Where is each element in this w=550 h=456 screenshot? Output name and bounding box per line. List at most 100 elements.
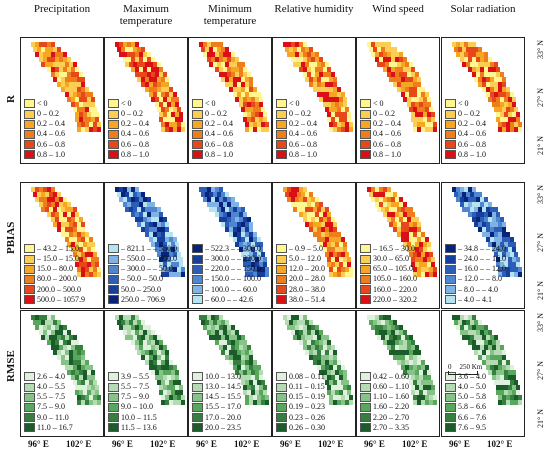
grid-cell [167,117,171,122]
grid-cell [119,197,123,202]
grid-cell [413,252,417,257]
grid-cell [389,335,393,340]
grid-cell [89,365,93,370]
grid-cell [413,267,417,272]
grid-cell [51,42,55,47]
grid-cell [291,57,295,62]
grid-cell [490,360,494,365]
grid-cell [490,62,494,67]
grid-cell [167,375,171,380]
grid-cell [213,192,217,197]
grid-cell [303,217,307,222]
grid-cell [237,82,241,87]
legend-swatch [108,119,119,129]
grid-cell [167,370,171,375]
grid-cell [508,390,512,395]
grid-cell [225,350,229,355]
grid-cell [211,52,215,57]
grid-cell [83,375,87,380]
grid-cell [209,62,213,67]
grid-cell [415,247,419,252]
grid-cell [227,212,231,217]
legend: – 34.8 – – 24.0– 24.0 – – 16.0– 16.0 – –… [445,244,506,305]
legend-item: – 821.1 – – 550.0 [108,244,177,254]
grid-cell [47,340,51,345]
grid-cell [429,252,433,257]
legend-item: 0.26 – 0.30 [276,423,325,433]
grid-cell [377,335,381,340]
grid-cell [341,267,345,272]
grid-cell [91,117,95,122]
grid-cell [249,365,253,370]
legend-label: 0.19 – 0.23 [289,402,325,412]
legend-label: 0 – 0.2 [458,108,480,118]
grid-cell [47,212,51,217]
grid-cell [488,57,492,62]
grid-cell [490,77,494,82]
legend-swatch [276,264,287,274]
grid-cell [319,97,323,102]
grid-cell [393,355,397,360]
grid-cell [137,192,141,197]
grid-cell [325,237,329,242]
grid-cell [255,385,259,390]
grid-cell [69,360,73,365]
legend-swatch [192,109,203,119]
grid-cell [335,112,339,117]
grid-cell [307,52,311,57]
grid-cell [173,237,177,242]
grid-cell [135,42,139,47]
legend-label: 9.0 – 10.0 [121,402,153,412]
grid-cell [97,400,101,405]
grid-cell [169,237,173,242]
grid-cell [179,390,183,395]
legend-label: 0 – 0.2 [37,108,59,118]
grid-cell [305,320,309,325]
grid-cell [419,97,423,102]
grid-cell [153,227,157,232]
grid-cell [205,192,209,197]
grid-cell [75,97,79,102]
grid-cell [458,320,462,325]
grid-cell [73,237,77,242]
legend-label: 17.0 – 20.0 [205,412,241,422]
grid-cell [55,217,59,222]
grid-cell [321,355,325,360]
grid-cell [247,345,251,350]
grid-cell [341,400,345,405]
grid-cell [349,122,353,127]
grid-cell [203,187,207,192]
grid-cell [63,197,67,202]
grid-cell [411,242,415,247]
grid-cell [419,247,423,252]
legend-label: 0 – 0.2 [121,108,143,118]
grid-cell [510,272,514,277]
grid-cell [69,92,73,97]
grid-cell [81,127,85,132]
grid-cell [211,197,215,202]
grid-cell [89,122,93,127]
grid-cell [149,350,153,355]
grid-cell [472,340,476,345]
grid-cell [233,237,237,242]
grid-cell [259,257,263,262]
grid-cell [225,82,229,87]
grid-cell [237,77,241,82]
grid-cell [494,227,498,232]
grid-cell [241,335,245,340]
grid-cell [97,127,101,132]
grid-cell [71,340,75,345]
grid-cell [413,77,417,82]
legend-item: 0.6 – 0.8 [445,140,486,150]
grid-cell [512,370,516,375]
grid-cell [135,57,139,62]
grid-cell [87,112,91,117]
grid-cell [506,380,510,385]
legend-label: – 100.0 – – 60.0 [205,284,257,294]
grid-cell [303,315,307,320]
grid-cell [79,217,83,222]
legend-swatch [276,129,287,139]
grid-cell [401,82,405,87]
legend-swatch [108,264,119,274]
grid-cell [399,345,403,350]
